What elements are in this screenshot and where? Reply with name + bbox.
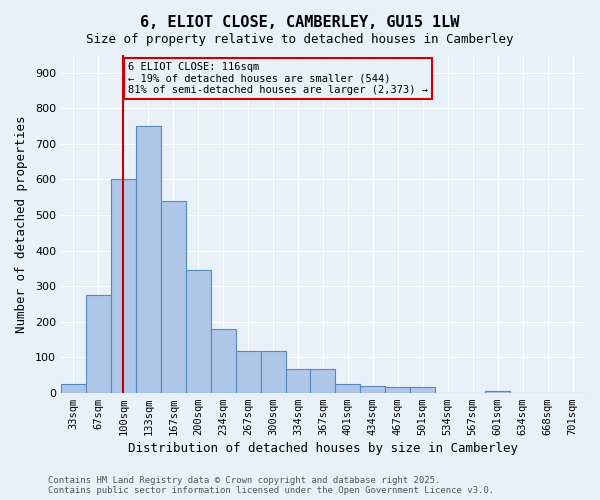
Bar	[111, 180, 136, 392]
Text: Size of property relative to detached houses in Camberley: Size of property relative to detached ho…	[86, 32, 514, 46]
Bar	[410, 388, 435, 392]
Bar	[211, 328, 236, 392]
Text: 6 ELIOT CLOSE: 116sqm
← 19% of detached houses are smaller (544)
81% of semi-det: 6 ELIOT CLOSE: 116sqm ← 19% of detached …	[128, 62, 428, 96]
Text: 6, ELIOT CLOSE, CAMBERLEY, GU15 1LW: 6, ELIOT CLOSE, CAMBERLEY, GU15 1LW	[140, 15, 460, 30]
Bar	[260, 350, 286, 393]
Bar	[485, 391, 510, 392]
Bar	[361, 386, 385, 392]
Bar	[310, 368, 335, 392]
Bar	[385, 388, 410, 392]
Bar	[236, 350, 260, 393]
Bar	[335, 384, 361, 392]
Bar	[136, 126, 161, 392]
Bar	[61, 384, 86, 392]
X-axis label: Distribution of detached houses by size in Camberley: Distribution of detached houses by size …	[128, 442, 518, 455]
Text: Contains HM Land Registry data © Crown copyright and database right 2025.
Contai: Contains HM Land Registry data © Crown c…	[48, 476, 494, 495]
Bar	[161, 200, 186, 392]
Bar	[286, 368, 310, 392]
Bar	[86, 295, 111, 392]
Y-axis label: Number of detached properties: Number of detached properties	[15, 115, 28, 332]
Bar	[186, 270, 211, 392]
